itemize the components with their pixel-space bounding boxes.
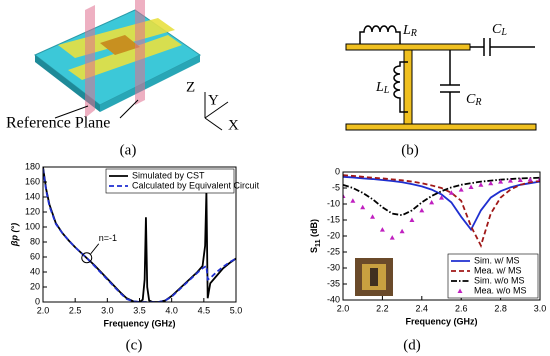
plot-frame <box>342 171 541 301</box>
axis-x: X <box>228 117 239 133</box>
data-line <box>343 174 540 248</box>
data-point <box>478 182 484 187</box>
data-point <box>409 217 415 222</box>
data-point <box>488 180 494 186</box>
plot-area <box>343 174 540 248</box>
data-point <box>468 184 474 190</box>
y-label-part: (dB) <box>309 219 319 240</box>
x-tick-label: 2.0 <box>337 303 350 313</box>
panel-label: (c) <box>126 337 143 353</box>
circuit <box>345 25 537 131</box>
data-point <box>399 228 405 234</box>
board-render <box>34 0 201 119</box>
y-tick-label: 160 <box>25 176 40 186</box>
x-tick-label: 2.6 <box>455 303 468 313</box>
annotation-leader <box>90 243 100 255</box>
data-line <box>343 175 540 232</box>
y-tick-label: 0 <box>335 166 340 176</box>
y-label-part: 11 <box>315 239 322 247</box>
data-point <box>448 190 454 195</box>
annotation-marker <box>81 252 93 264</box>
component-label: LL <box>375 80 390 96</box>
legend-label: Mea. w/ MS <box>474 265 522 275</box>
data-point <box>343 193 346 198</box>
legend-label: Calculated by Equivalent Circuit <box>132 180 260 190</box>
y-tick-label: -30 <box>327 262 340 272</box>
y-tick-label: 40 <box>30 266 40 276</box>
legend-label: Sim. w/o MS <box>474 275 525 285</box>
x-tick-label: 2.8 <box>494 303 507 313</box>
data-point <box>429 199 435 205</box>
x-axis-label: Frequency (GHz) <box>405 316 477 326</box>
panel-label: (a) <box>120 142 137 158</box>
y-tick-label: -10 <box>327 198 340 208</box>
data-point <box>370 214 376 219</box>
x-tick-label: 2.0 <box>37 305 50 315</box>
y-tick-label: -35 <box>327 278 340 288</box>
y-tick-label: -5 <box>332 182 340 192</box>
data-point <box>360 204 366 210</box>
legend-box <box>105 168 235 194</box>
data-point <box>458 187 464 192</box>
annotation: n=-1 <box>99 233 117 243</box>
data-point <box>439 195 444 200</box>
y-tick-label: 180 <box>25 161 40 171</box>
axes-icon <box>204 92 229 131</box>
prototype-photo <box>355 258 393 296</box>
data-point <box>517 177 523 182</box>
plot-area <box>43 167 236 302</box>
x-tick-label: 2.5 <box>69 305 82 315</box>
axis-y: Y <box>208 92 219 108</box>
component-label: CR <box>466 92 481 108</box>
x-tick-label: 3.0 <box>101 305 114 315</box>
legend-swatch <box>457 288 463 293</box>
component-label: CL <box>492 22 507 38</box>
data-point <box>389 235 395 240</box>
legend-label: Sim. w/ MS <box>474 255 520 265</box>
x-tick-label: 4.0 <box>165 305 178 315</box>
y-tick-label: -20 <box>327 230 340 240</box>
x-tick-label: 2.4 <box>416 303 429 313</box>
component-label: LR <box>402 23 417 39</box>
y-axis-label: S11 (dB) <box>309 219 321 253</box>
x-tick-label: 5.0 <box>230 305 243 315</box>
data-point <box>537 176 540 182</box>
axis-z: Z <box>186 79 195 95</box>
y-tick-label: -15 <box>327 214 340 224</box>
y-tick-label: 80 <box>30 236 40 246</box>
legend-label: Simulated by CST <box>132 170 205 180</box>
y-tick-label: 0 <box>35 296 40 306</box>
panel-label: (d) <box>403 337 421 353</box>
reference-plane-label: Reference Plane <box>6 115 110 132</box>
data-point <box>419 207 425 213</box>
x-tick-label: 3.0 <box>534 303 547 313</box>
data-point <box>498 179 504 184</box>
x-tick-label: 4.5 <box>198 305 211 315</box>
data-line <box>43 168 236 302</box>
legend-label: Mea. w/o MS <box>474 285 527 295</box>
y-label-part: S <box>309 247 319 253</box>
y-tick-label: 140 <box>25 191 40 201</box>
data-point <box>507 178 513 183</box>
x-tick-label: 2.2 <box>376 303 389 313</box>
x-axis-label: Frequency (GHz) <box>103 318 175 328</box>
panel-label: (b) <box>401 142 419 158</box>
data-point <box>350 198 356 203</box>
y-tick-label: -40 <box>327 294 340 304</box>
data-line <box>343 176 540 217</box>
y-tick-label: 60 <box>30 251 40 261</box>
y-tick-label: 120 <box>25 206 40 216</box>
y-tick-label: -25 <box>327 246 340 256</box>
y-tick-label: 100 <box>25 221 40 231</box>
y-tick-label: 20 <box>30 281 40 291</box>
data-point <box>379 227 385 232</box>
plot-frame <box>42 166 237 303</box>
x-tick-label: 3.5 <box>133 305 146 315</box>
data-point <box>527 176 533 182</box>
y-axis-label: βp (°) <box>9 223 19 247</box>
legend-box <box>447 253 539 299</box>
